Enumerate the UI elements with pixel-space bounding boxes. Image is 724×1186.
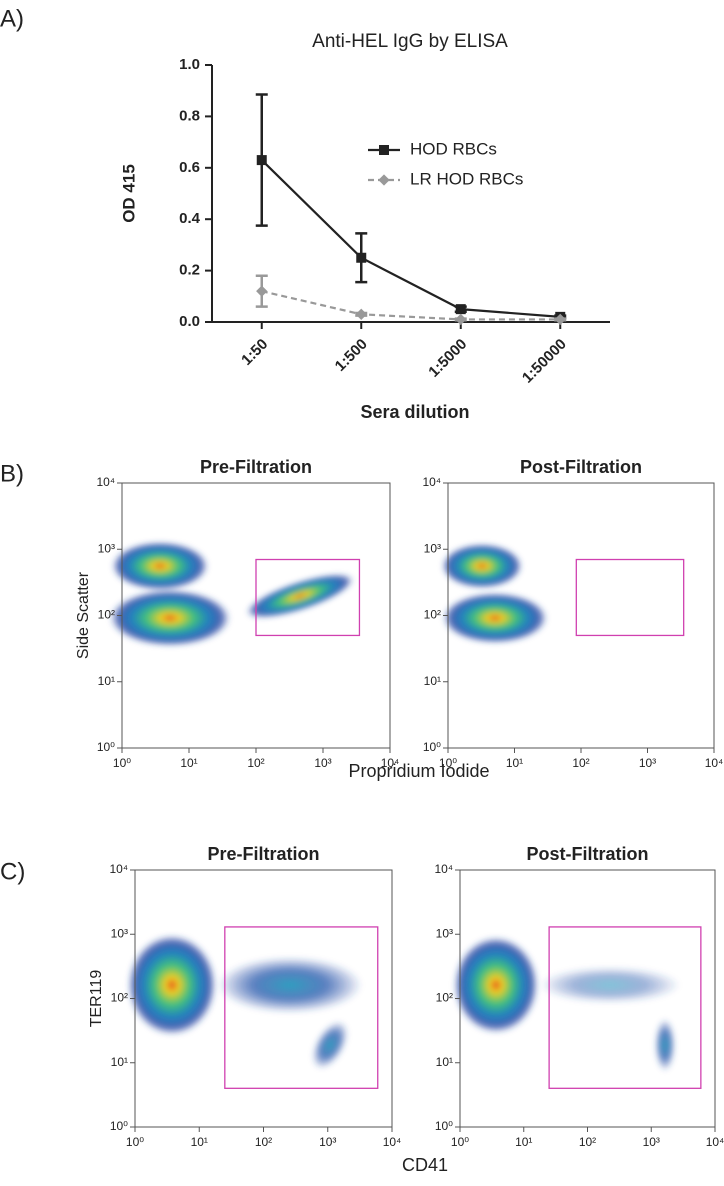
y-tick-label: 10¹ bbox=[424, 674, 441, 688]
x-tick-label: 10⁰ bbox=[451, 1135, 469, 1149]
panel-label: B) bbox=[0, 460, 24, 487]
x-tick-label: 1:50 bbox=[238, 336, 271, 369]
x-tick-label: 10² bbox=[579, 1135, 596, 1149]
y-tick-label: 10⁴ bbox=[109, 862, 128, 876]
x-tick-label: 10² bbox=[247, 756, 264, 770]
marker bbox=[356, 252, 367, 263]
y-tick-label: 10⁰ bbox=[97, 740, 115, 754]
x-tick-label: 10⁴ bbox=[705, 756, 724, 770]
population-blob bbox=[110, 590, 230, 646]
y-tick-label: 10³ bbox=[436, 926, 453, 940]
y-axis-label: TER119 bbox=[88, 970, 105, 1028]
y-tick-label: 0.2 bbox=[179, 262, 200, 279]
chart-title: Pre-Filtration bbox=[200, 457, 312, 477]
legend-marker bbox=[378, 174, 390, 186]
populations bbox=[110, 542, 680, 1071]
y-tick-label: 10² bbox=[98, 608, 115, 622]
marker bbox=[554, 313, 566, 326]
marker bbox=[455, 304, 466, 315]
y-tick-label: 10¹ bbox=[436, 1055, 453, 1069]
marker bbox=[256, 285, 268, 297]
x-tick-label: 10⁰ bbox=[113, 756, 131, 770]
y-axis-label: OD 415 bbox=[119, 164, 138, 223]
gate bbox=[224, 926, 379, 1089]
gate bbox=[548, 926, 702, 1089]
x-tick-label: 10⁴ bbox=[383, 1135, 402, 1149]
y-tick-label: 10⁴ bbox=[96, 475, 115, 489]
y-tick-label: 10⁰ bbox=[435, 1119, 453, 1133]
legend-label: HOD RBCs bbox=[410, 139, 497, 158]
x-tick-label: 10¹ bbox=[506, 756, 523, 770]
y-tick-label: 10³ bbox=[98, 541, 115, 555]
population-blob bbox=[218, 957, 362, 1013]
population-blob bbox=[246, 574, 354, 618]
y-tick-label: 0.4 bbox=[179, 210, 201, 227]
x-tick-label: 1:50000 bbox=[519, 336, 570, 387]
population-blob bbox=[128, 935, 216, 1035]
x-axis-label: Sera dilution bbox=[360, 402, 469, 422]
y-tick-label: 10¹ bbox=[111, 1055, 128, 1069]
x-tick-label: 10³ bbox=[639, 756, 656, 770]
population-blob bbox=[540, 967, 680, 1003]
x-tick-label: 10² bbox=[572, 756, 589, 770]
y-tick-label: 10⁴ bbox=[434, 862, 453, 876]
x-tick-label: 10⁴ bbox=[706, 1135, 724, 1149]
x-tick-label: 1:500 bbox=[332, 336, 371, 375]
panel-label: C) bbox=[0, 858, 25, 885]
y-tick-label: 10⁰ bbox=[110, 1119, 128, 1133]
y-tick-label: 10⁴ bbox=[422, 475, 441, 489]
x-tick-label: 10¹ bbox=[191, 1135, 208, 1149]
series-line bbox=[261, 290, 561, 321]
y-tick-label: 10⁰ bbox=[423, 740, 441, 754]
y-tick-label: 10² bbox=[424, 608, 441, 622]
x-tick-label: 10¹ bbox=[515, 1135, 532, 1149]
y-tick-label: 10² bbox=[111, 991, 128, 1005]
panel-label: A) bbox=[0, 5, 24, 32]
x-tick-label: 10⁰ bbox=[126, 1135, 144, 1149]
x-tick-label: 10³ bbox=[643, 1135, 660, 1149]
x-tick-label: 10³ bbox=[314, 756, 331, 770]
gate bbox=[255, 558, 361, 637]
population-blob bbox=[112, 542, 208, 590]
x-tick-label: 1:5000 bbox=[425, 336, 470, 381]
y-tick-label: 0.8 bbox=[179, 107, 200, 124]
chart-title: Pre-Filtration bbox=[207, 844, 319, 864]
marker bbox=[355, 308, 367, 320]
legend-label: LR HOD RBCs bbox=[410, 169, 523, 188]
population-blob bbox=[442, 544, 522, 588]
y-tick-label: 0.0 bbox=[179, 313, 200, 330]
population-blob bbox=[454, 937, 538, 1033]
y-axis-label: Side Scatter bbox=[75, 571, 92, 659]
x-tick-label: 10² bbox=[255, 1135, 272, 1149]
marker bbox=[455, 313, 467, 326]
chart-title: Post-Filtration bbox=[520, 457, 642, 477]
y-tick-label: 0.6 bbox=[179, 159, 200, 176]
y-tick-label: 10¹ bbox=[98, 674, 115, 688]
x-axis-label: CD41 bbox=[402, 1155, 448, 1175]
chart-title: Anti-HEL IgG by ELISA bbox=[312, 31, 508, 52]
population-blob bbox=[655, 1019, 675, 1071]
x-axis-label: Propridium Iodide bbox=[348, 761, 489, 781]
y-tick-label: 1.0 bbox=[179, 56, 200, 73]
y-tick-label: 10² bbox=[436, 991, 453, 1005]
marker bbox=[256, 155, 267, 166]
x-tick-label: 10⁴ bbox=[381, 756, 400, 770]
gate bbox=[575, 558, 685, 637]
series-line bbox=[260, 159, 561, 318]
y-tick-label: 10³ bbox=[111, 926, 128, 940]
population-blob bbox=[312, 1021, 348, 1069]
chart-title: Post-Filtration bbox=[527, 844, 649, 864]
population-blob bbox=[443, 593, 547, 643]
x-tick-label: 10³ bbox=[319, 1135, 336, 1149]
legend-marker bbox=[379, 145, 389, 155]
y-tick-label: 10³ bbox=[424, 541, 441, 555]
x-tick-label: 10¹ bbox=[180, 756, 197, 770]
x-tick-label: 10⁰ bbox=[439, 756, 457, 770]
